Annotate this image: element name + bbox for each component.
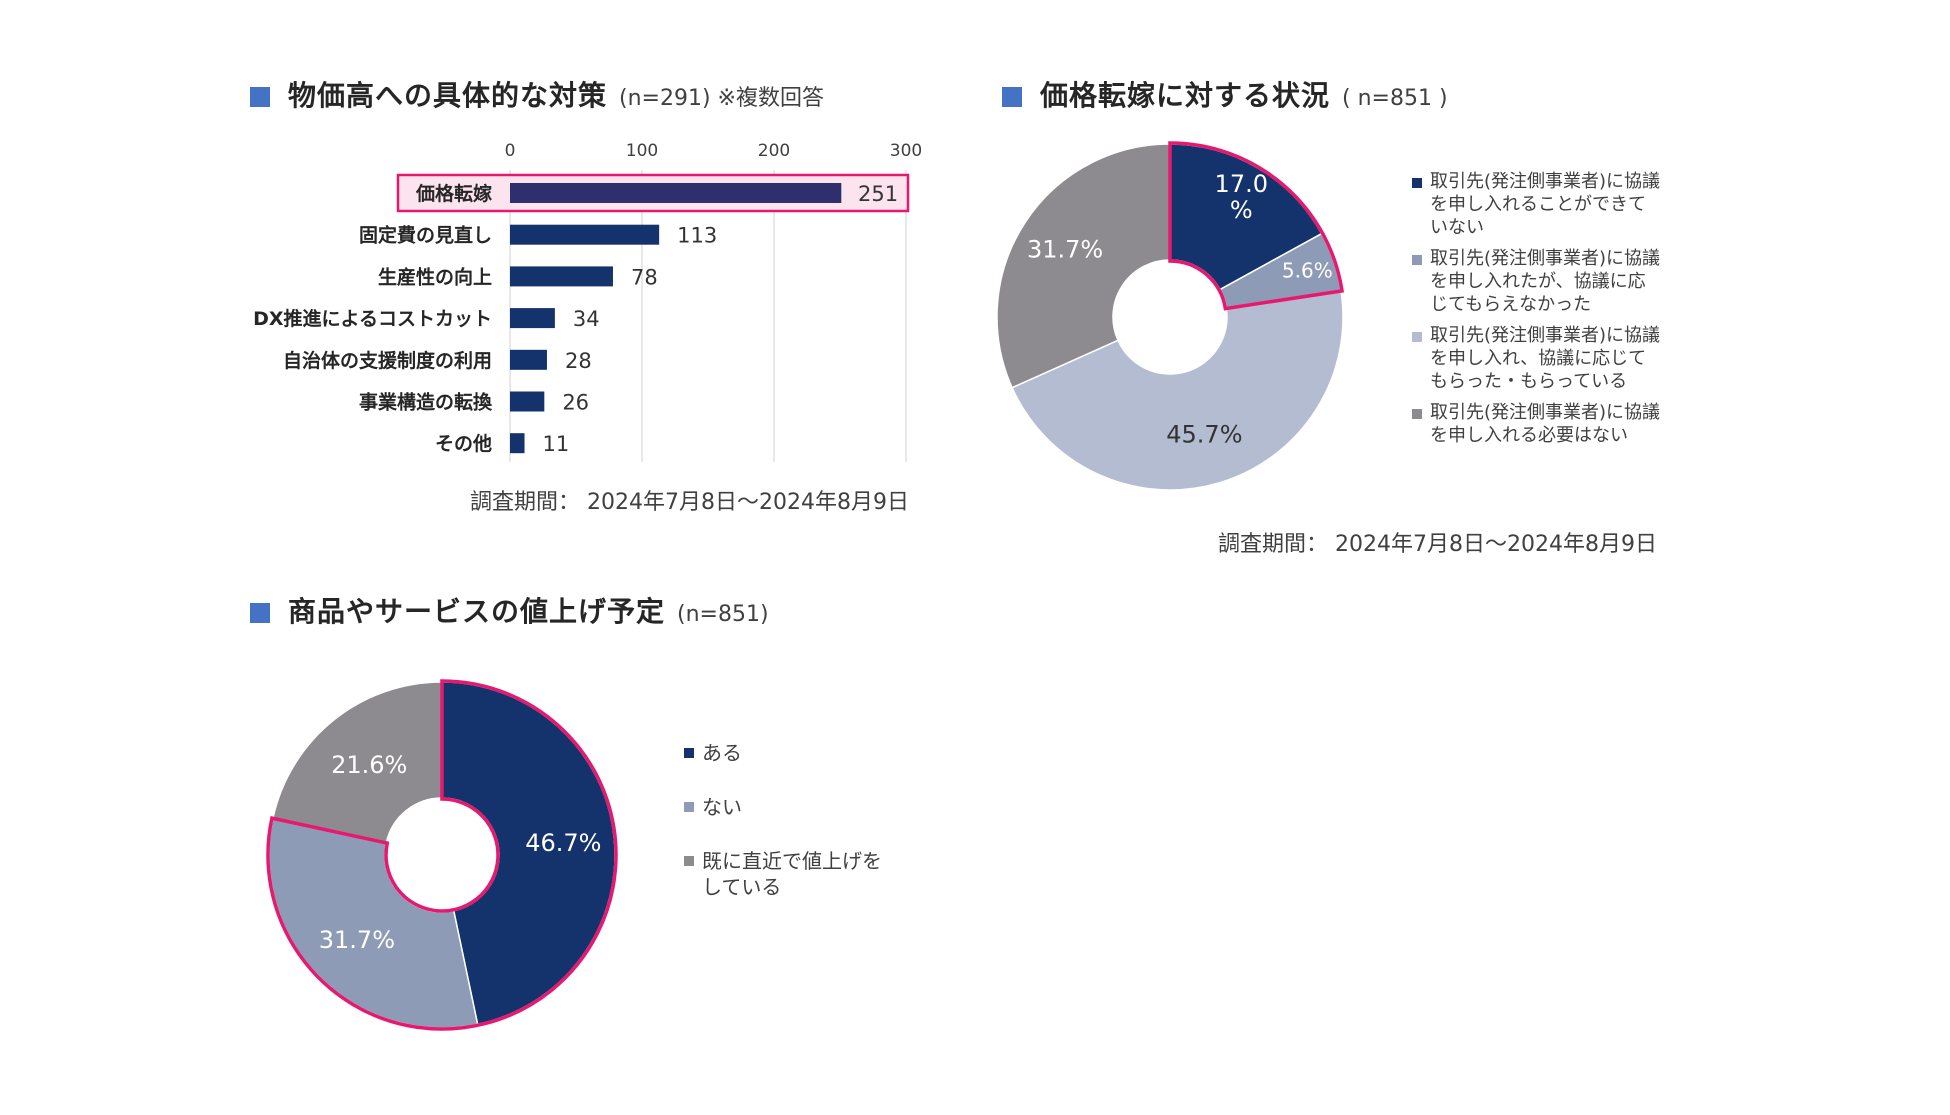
category-label: 生産性の向上 xyxy=(378,265,492,288)
legend-item: 取引先(発注側事業者)に協議 を申し入れたが、協議に応 じてもらえなかった xyxy=(1412,247,1712,316)
data-label: 26 xyxy=(562,391,589,415)
price-increase-subtitle-text: (n=851) xyxy=(677,602,769,627)
price-increase-panel: 商品やサービスの値上げ予定 (n=851) あるない既に直近で値上げを している xyxy=(0,580,1000,1040)
bar xyxy=(510,391,545,412)
legend-label: 取引先(発注側事業者)に協議 を申し入れたが、協議に応 じてもらえなかった xyxy=(1430,248,1661,315)
data-label: 11 xyxy=(543,432,570,456)
price-increase-title: 商品やサービスの値上げ予定 (n=851) xyxy=(250,590,769,630)
pricing-status-legend: 取引先(発注側事業者)に協議 を申し入れることができて いない 取引先(発注側事業者)… xyxy=(1412,170,1712,455)
measures-survey-period: 調査期間： 2024年7月8日～2024年8月9日 xyxy=(470,490,909,515)
bar xyxy=(510,349,547,370)
x-tick-label: 100 xyxy=(626,141,658,161)
legend-item: ある xyxy=(684,740,944,766)
title-square-icon xyxy=(250,87,270,107)
pricing-status-title: 価格転嫁に対する状況 ( n=851 ) xyxy=(1002,74,1448,114)
pricing-title-text: 価格転嫁に対する状況 xyxy=(1040,79,1331,112)
legend-swatch xyxy=(1412,332,1422,342)
legend-item: 取引先(発注側事業者)に協議 を申し入れる必要はない xyxy=(1412,401,1712,447)
measures-chart-title: 物価高への具体的な対策 (n=291) ※複数回答 xyxy=(250,74,824,114)
category-label: 事業構造の転換 xyxy=(359,391,493,414)
bar xyxy=(510,183,842,203)
legend-item: 既に直近で値上げを している xyxy=(684,848,944,900)
legend-item: ない xyxy=(684,794,944,820)
measures-chart-panel: 物価高への具体的な対策 (n=291) ※複数回答 0 100 200 300 価格転嫁… xyxy=(0,0,950,520)
legend-label: 取引先(発注側事業者)に協議 を申し入れ、協議に応じて もらった・もらっている xyxy=(1430,325,1661,392)
legend-swatch xyxy=(684,802,694,812)
measures-bar-chart: 0 100 200 300 価格転嫁 251 固定費の見直し 113 生産性の向上 78 DX推進に… xyxy=(253,141,922,462)
pricing-subtitle-text: ( n=851 ) xyxy=(1342,86,1448,111)
data-label: 34 xyxy=(573,307,600,331)
data-label: 78 xyxy=(631,265,658,289)
bar xyxy=(510,224,660,245)
data-label: 251 xyxy=(858,182,898,206)
data-label: 113 xyxy=(677,224,717,248)
category-label: DX推進によるコストカット xyxy=(253,307,492,330)
x-tick-label: 200 xyxy=(758,141,790,161)
bar xyxy=(510,308,555,329)
title-square-icon xyxy=(1002,87,1022,107)
price-increase-title-text: 商品やサービスの値上げ予定 xyxy=(288,595,666,628)
legend-label: 取引先(発注側事業者)に協議 を申し入れることができて いない xyxy=(1430,171,1661,238)
pricing-survey-period: 調査期間： 2024年7月8日～2024年8月9日 xyxy=(1218,532,1657,557)
legend-item: 取引先(発注側事業者)に協議 を申し入れることができて いない xyxy=(1412,170,1712,239)
legend-label: 取引先(発注側事業者)に協議 を申し入れる必要はない xyxy=(1430,402,1661,446)
x-tick-label: 0 xyxy=(505,141,516,161)
measures-title-text: 物価高への具体的な対策 xyxy=(288,79,608,112)
bar xyxy=(510,433,525,454)
legend-swatch xyxy=(1412,255,1422,265)
legend-swatch xyxy=(684,748,694,758)
x-tick-label: 300 xyxy=(890,141,922,161)
legend-swatch xyxy=(1412,178,1422,188)
title-square-icon xyxy=(250,603,270,623)
legend-swatch xyxy=(684,856,694,866)
legend-label: ある xyxy=(702,741,742,765)
legend-swatch xyxy=(1412,409,1422,419)
data-label: 28 xyxy=(565,349,592,373)
category-label: その他 xyxy=(435,432,492,455)
bar xyxy=(510,266,613,287)
legend-item: 取引先(発注側事業者)に協議 を申し入れ、協議に応じて もらった・もらっている xyxy=(1412,324,1712,393)
category-label: 固定費の見直し xyxy=(359,224,492,247)
category-label: 自治体の支援制度の利用 xyxy=(283,349,492,372)
measures-subtitle-text: (n=291) ※複数回答 xyxy=(619,86,824,111)
pricing-status-panel: 価格転嫁に対する状況 ( n=851 ) 取引先(発注側事業者)に協議 を申し入れ… xyxy=(950,0,1950,560)
price-increase-legend: あるない既に直近で値上げを している xyxy=(684,740,944,928)
legend-label: ない xyxy=(702,795,742,819)
legend-label: 既に直近で値上げを している xyxy=(702,849,882,899)
category-label: 価格転嫁 xyxy=(415,182,492,205)
